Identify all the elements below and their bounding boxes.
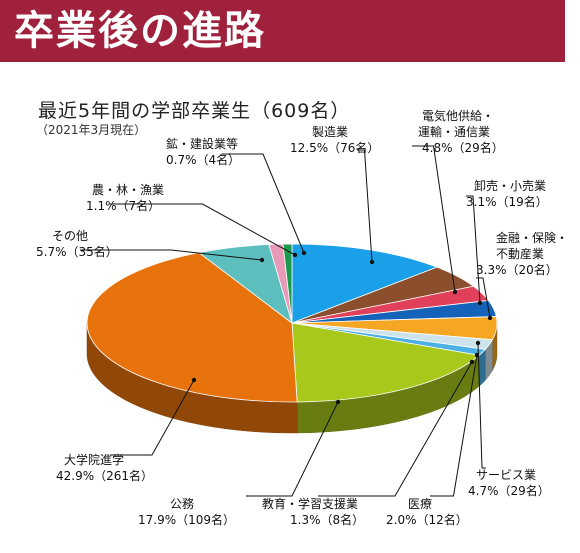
leader-dot-2 [477, 300, 483, 306]
label-name: 大学院進学 [64, 453, 125, 467]
label-name-line2: 運輸・通信業 [418, 125, 491, 139]
leader-dot-5 [474, 352, 480, 358]
label-education: 教育・学習支援業 1.3%（8名） [262, 496, 364, 528]
page-title: 卒業後の進路 [14, 8, 266, 54]
leader-line-10 [110, 203, 296, 256]
leader-line-5 [430, 354, 478, 497]
label-name: その他 [52, 229, 89, 243]
label-value: 3.3%（20名） [476, 263, 558, 277]
leader-line-9 [80, 249, 263, 261]
label-value: 4.8%（29名） [422, 141, 504, 155]
leader-lines [80, 145, 493, 497]
leader-dot-0 [369, 259, 375, 265]
label-mining-construction: 鉱・建設業等 0.7%（4名） [166, 136, 240, 168]
label-value: 2.0%（12名） [386, 513, 468, 527]
leader-line-6 [318, 361, 473, 497]
leader-line-2 [466, 195, 481, 304]
label-value: 3.1%（19名） [466, 195, 548, 209]
pie-top [86, 243, 498, 403]
label-public-service: 公務 17.9%（109名） [138, 496, 235, 528]
label-name: 製造業 [312, 125, 349, 139]
label-manufacturing: 製造業 12.5%（76名） [290, 124, 379, 156]
label-name: 公務 [170, 497, 195, 511]
leader-line-4 [477, 342, 486, 469]
leader-dot-1 [452, 289, 458, 295]
label-name: 教育・学習支援業 [262, 497, 359, 511]
leader-line-1 [412, 145, 456, 293]
label-name-line2: 不動産業 [496, 247, 545, 261]
label-value: 12.5%（76名） [290, 141, 380, 155]
leader-dot-9 [259, 257, 265, 263]
label-other: その他 5.7%（35名） [36, 228, 118, 260]
leader-line-8 [110, 379, 195, 456]
label-value: 5.7%（35名） [36, 245, 118, 259]
label-name-line1: 金融・保険・ [496, 231, 569, 245]
label-value: 1.3%（8名） [290, 513, 365, 527]
label-utilities: 電気他供給・ 運輸・通信業 4.8%（29名） [418, 108, 504, 156]
leader-dot-4 [475, 340, 481, 346]
label-medical: 医療 2.0%（12名） [386, 496, 468, 528]
label-graduate-school: 大学院進学 42.9%（261名） [56, 452, 153, 484]
leader-dot-6 [469, 359, 475, 365]
label-value: 1.1%（7名） [86, 199, 161, 213]
pie-slice-8 [86, 252, 298, 403]
leader-line-11 [222, 153, 305, 254]
label-name: サービス業 [476, 468, 537, 482]
label-name: 農・林・漁業 [92, 183, 165, 197]
leader-line-7 [246, 401, 339, 497]
leader-dot-8 [191, 377, 197, 383]
label-name: 卸売・小売業 [474, 179, 547, 193]
leader-line-0 [357, 149, 373, 263]
label-value: 42.9%（261名） [56, 469, 154, 483]
label-agriculture: 農・林・漁業 1.1%（7名） [86, 182, 164, 214]
chart-subtitle: （2021年3月現在） [36, 123, 147, 137]
label-name: 鉱・建設業等 [166, 137, 239, 151]
label-value: 0.7%（4名） [166, 153, 241, 167]
leader-dot-10 [292, 252, 298, 258]
leader-dot-7 [335, 399, 341, 405]
pie-sides [86, 322, 498, 434]
label-name: 医療 [408, 497, 433, 511]
leader-line-3 [476, 277, 491, 319]
pie-slice-11 [282, 243, 293, 324]
leader-dot-3 [487, 315, 493, 321]
label-finance: 金融・保険・ 不動産業 3.3%（20名） [476, 230, 568, 278]
chart-title: 最近5年間の学部卒業生（609名） [38, 100, 351, 122]
pie-slice-7 [291, 322, 481, 403]
pie-slice-0 [291, 243, 439, 324]
label-value: 4.7%（29名） [468, 484, 550, 498]
label-services: サービス業 4.7%（29名） [468, 467, 550, 499]
leader-dot-11 [301, 250, 307, 256]
label-wholesale: 卸売・小売業 3.1%（19名） [466, 178, 548, 210]
label-value: 17.9%（109名） [138, 513, 236, 527]
title-banner: 卒業後の進路 [0, 0, 565, 62]
label-name-line1: 電気他供給・ [422, 109, 495, 123]
